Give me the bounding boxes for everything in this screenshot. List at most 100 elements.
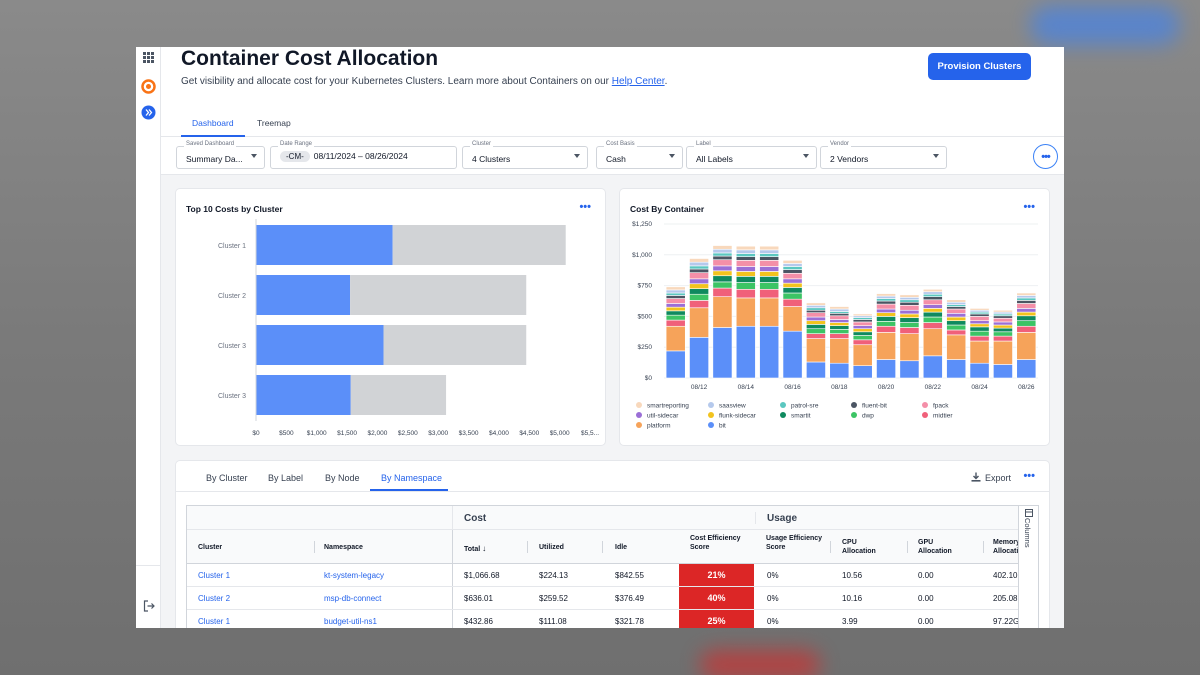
table-row[interactable] (187, 610, 1018, 628)
x-tick-label: 08/18 (831, 384, 848, 391)
bar-segment (806, 309, 826, 314)
bar-segment (922, 322, 943, 330)
column-header-memory[interactable]: Memory Allocation (993, 539, 1019, 555)
table-row[interactable] (187, 564, 1018, 587)
cluster-link[interactable]: Cluster 1 (198, 617, 231, 626)
namespace-link[interactable]: budget-util-ns1 (324, 617, 377, 626)
label-value[interactable]: All Labels (686, 146, 817, 169)
table-row[interactable] (187, 587, 1018, 610)
cost-basis-select[interactable]: Cash Cost Basis (596, 141, 683, 169)
bar-segment (689, 268, 709, 273)
bar-segment (782, 298, 803, 307)
cluster-value[interactable]: 4 Clusters (462, 146, 588, 169)
bar-segment (899, 309, 920, 315)
provision-clusters-button[interactable]: Provision Clusters (928, 53, 1031, 80)
chevron-down-icon (933, 154, 939, 158)
vendor-select[interactable]: 2 Vendors Vendor (820, 141, 947, 169)
bar-segment (876, 321, 896, 327)
help-center-link[interactable]: Help Center (611, 76, 665, 87)
x-tick-label: $1,000 (307, 430, 327, 437)
bar-segment (712, 296, 733, 328)
column-header-cluster[interactable]: Cluster (198, 544, 223, 551)
bar-segment (806, 338, 826, 363)
column-header-utilized[interactable]: Utilized (539, 544, 564, 551)
bar-segment (946, 308, 967, 314)
total-cell: $432.86 (464, 617, 493, 626)
logout-icon[interactable] (141, 600, 156, 615)
cost-by-container-more-button[interactable]: ••• (1023, 201, 1035, 213)
column-header-cost-efficiency[interactable]: Cost Efficiency Score (690, 535, 741, 551)
bar-segment (922, 316, 943, 323)
tab-dashboard[interactable]: Dashboard (192, 118, 234, 128)
export-button[interactable]: Export (971, 472, 1011, 483)
cost-by-container-card: Cost By Container ••• $0 $250 $500 $750 $1,0… (620, 189, 1049, 445)
cluster-link[interactable]: Cluster 2 (198, 594, 231, 603)
label-select[interactable]: All Labels Label (686, 141, 817, 169)
bar-segment (806, 302, 826, 306)
date-range-box[interactable]: -CM- 08/11/2024 – 08/26/2024 (270, 146, 457, 169)
column-header-total[interactable]: Total ↓ (464, 544, 486, 553)
bar-segment (392, 225, 566, 265)
bar-segment (735, 288, 756, 299)
apps-grid-icon[interactable] (141, 52, 156, 67)
filter-more-button[interactable]: ••• (1033, 144, 1058, 169)
bar-segment (665, 295, 686, 299)
saved-dashboard-select[interactable]: Summary Da... Saved Dashboard (176, 141, 265, 169)
active-tab-indicator (181, 135, 245, 137)
column-header-cpu[interactable]: CPU Allocation (842, 539, 876, 555)
bar-segment (876, 316, 896, 322)
cost-basis-value[interactable]: Cash (596, 146, 683, 169)
bar-segment (759, 249, 780, 254)
tab-by-node[interactable]: By Node (325, 473, 360, 483)
gpu-cell: 0.00 (918, 617, 934, 626)
namespace-link[interactable]: kt-system-legacy (324, 571, 385, 580)
x-tick-label: 08/22 (925, 384, 942, 391)
bar-segment (852, 344, 873, 366)
bar-segment (829, 306, 850, 310)
cluster-select[interactable]: 4 Clusters Cluster (462, 141, 588, 169)
column-header-gpu[interactable]: GPU Allocation (918, 539, 952, 555)
expand-nav-icon[interactable] (141, 105, 156, 120)
top-costs-more-button[interactable]: ••• (579, 201, 591, 213)
namespace-link[interactable]: msp-db-connect (324, 594, 382, 603)
bar-segment (1016, 300, 1037, 304)
columns-panel-toggle[interactable]: Columns (1019, 505, 1039, 628)
tab-by-label[interactable]: By Label (268, 473, 304, 483)
bar-segment (782, 330, 803, 379)
date-range-field[interactable]: -CM- 08/11/2024 – 08/26/2024 Date Range (270, 141, 457, 169)
bar-segment (665, 325, 686, 352)
bar-segment (946, 313, 967, 318)
y-tick-label: $1,000 (632, 252, 652, 259)
y-tick-label: $750 (638, 283, 653, 290)
bar-segment (806, 312, 826, 318)
date-preset-chip[interactable]: -CM- (280, 151, 310, 162)
column-header-idle[interactable]: Idle (615, 544, 628, 551)
sort-down-icon[interactable]: ↓ (482, 544, 487, 553)
cluster-link[interactable]: Cluster 1 (198, 571, 231, 580)
table-more-button[interactable]: ••• (1023, 470, 1035, 482)
brand-logo-icon (141, 79, 156, 94)
bar-segment (806, 305, 826, 309)
bar-segment (782, 263, 803, 267)
bar-segment (922, 311, 943, 318)
column-header-namespace[interactable]: Namespace (324, 544, 363, 551)
bar-segment (876, 303, 896, 310)
bar-segment (350, 375, 447, 415)
column-header-usage-efficiency[interactable]: Usage Efficiency Score (766, 535, 823, 551)
tab-treemap[interactable]: Treemap (257, 118, 291, 128)
usage-efficiency-cell: 0% (767, 571, 779, 580)
group-divider (452, 506, 453, 530)
vendor-value[interactable]: 2 Vendors (820, 146, 947, 169)
app-window: Container Cost Allocation Get visibility… (136, 47, 1064, 628)
bar-segment (852, 365, 873, 379)
bar-segment (946, 324, 967, 331)
tab-by-namespace[interactable]: By Namespace (381, 473, 443, 483)
bar-segment (829, 362, 850, 379)
bar-segment (852, 319, 873, 323)
side-nav (136, 47, 161, 628)
bar-segment (899, 313, 920, 318)
tab-by-cluster[interactable]: By Cluster (206, 473, 248, 483)
bar-segment (689, 307, 709, 338)
memory-cell: 205.08 (993, 594, 1018, 603)
bar-segment (806, 320, 826, 325)
